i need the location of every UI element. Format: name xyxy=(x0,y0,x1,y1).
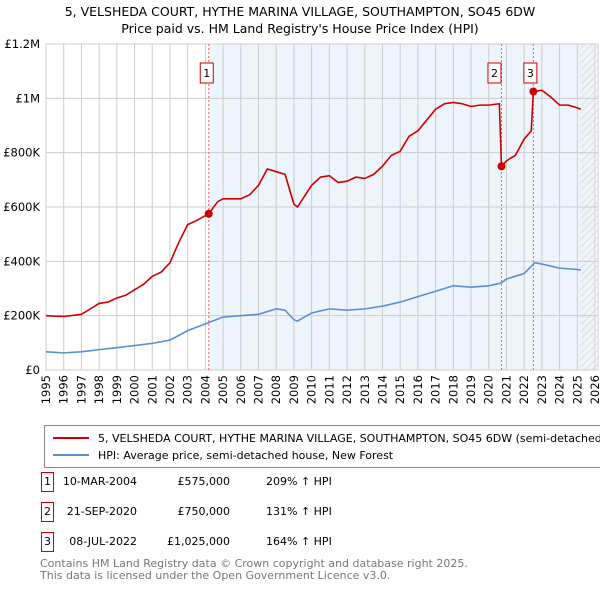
transaction-date: 21-SEP-2020 xyxy=(66,505,137,518)
chart-plot: 1995 1996 1997 1998 1999 2000 2001 2002 2003 2004… xyxy=(3,37,600,404)
x-tick-label: 2022 xyxy=(517,375,531,404)
x-tick-label: 2020 xyxy=(482,375,496,404)
chart-title: 5, VELSHEDA COURT, HYTHE MARINA VILLAGE,… xyxy=(64,4,536,19)
x-tick-label: 2026 xyxy=(588,375,600,404)
y-tick-label: £600K xyxy=(3,200,40,214)
x-tick-label: 2010 xyxy=(305,375,319,404)
transaction-price: £1,025,000 xyxy=(167,535,230,548)
x-tick-label: 2008 xyxy=(269,375,283,404)
y-tick-label: £200K xyxy=(3,309,40,323)
x-tick-label: 2006 xyxy=(234,375,248,404)
x-tick-label: 2012 xyxy=(340,375,354,404)
transaction-number: 1 xyxy=(41,472,54,492)
sale-label-number: 2 xyxy=(491,67,498,80)
x-tick-label: 2016 xyxy=(411,375,425,404)
x-tick-label: 2009 xyxy=(287,375,301,404)
x-tick-label: 2000 xyxy=(128,375,142,404)
x-tick-label: 2007 xyxy=(252,375,266,404)
sale-point xyxy=(204,209,213,218)
sale-label-number: 3 xyxy=(527,67,534,80)
transaction-hpi-change: 164% ↑ HPI xyxy=(266,535,332,548)
y-tick-label: £0 xyxy=(25,363,40,377)
transaction-hpi-change: 209% ↑ HPI xyxy=(266,475,332,488)
footer-line-2: This data is licensed under the Open Gov… xyxy=(40,569,391,582)
chart-subtitle: Price paid vs. HM Land Registry's House … xyxy=(121,21,479,36)
legend-swatch-hpi xyxy=(53,454,89,456)
footer: Contains HM Land Registry data © Crown c… xyxy=(40,558,468,582)
transaction-price: £575,000 xyxy=(177,475,231,488)
legend: 5, VELSHEDA COURT, HYTHE MARINA VILLAGE,… xyxy=(44,425,600,468)
x-tick-label: 1995 xyxy=(39,375,53,404)
transaction-date: 10-MAR-2004 xyxy=(62,475,137,488)
sale-label-box xyxy=(199,62,214,84)
x-tick-label: 2018 xyxy=(446,375,460,404)
x-tick-label: 2025 xyxy=(570,375,584,404)
x-tick-label: 2003 xyxy=(181,375,195,404)
sale-point xyxy=(529,87,538,96)
x-tick-label: 1998 xyxy=(92,375,106,404)
sale-label-box xyxy=(487,62,502,84)
x-tick-label: 1997 xyxy=(74,375,88,404)
transaction-row: 2 21-SEP-2020 £750,000 131% ↑ HPI xyxy=(41,502,371,522)
property-price-line xyxy=(45,89,582,318)
x-tick-label: 2021 xyxy=(499,375,513,404)
transaction-hpi-change: 131% ↑ HPI xyxy=(266,505,332,518)
x-tick-label: 2013 xyxy=(358,375,372,404)
y-tick-label: £400K xyxy=(3,254,40,268)
transaction-number: 3 xyxy=(41,532,54,552)
x-tick-label: 2024 xyxy=(553,375,567,404)
transaction-row: 1 10-MAR-2004 £575,000 209% ↑ HPI xyxy=(41,472,371,492)
transaction-number: 2 xyxy=(41,502,54,522)
legend-swatch-property xyxy=(53,437,89,439)
x-tick-label: 2005 xyxy=(216,375,230,404)
x-tick-label: 2014 xyxy=(375,375,389,404)
x-tick-label: 2015 xyxy=(393,375,407,404)
sale-label-box xyxy=(523,62,538,84)
footer-line-1: Contains HM Land Registry data © Crown c… xyxy=(40,557,468,570)
x-tick-label: 1996 xyxy=(57,375,71,404)
transaction-price: £750,000 xyxy=(177,505,231,518)
x-tick-label: 2011 xyxy=(322,375,336,404)
plot-border xyxy=(45,43,599,371)
sale-label-number: 1 xyxy=(203,67,210,80)
legend-label-hpi: HPI: Average price, semi-detached house,… xyxy=(98,448,394,462)
legend-item-property: 5, VELSHEDA COURT, HYTHE MARINA VILLAGE,… xyxy=(53,430,600,446)
x-tick-label: 2017 xyxy=(429,375,443,404)
x-tick-label: 2001 xyxy=(145,375,159,404)
legend-label-property: 5, VELSHEDA COURT, HYTHE MARINA VILLAGE,… xyxy=(98,431,600,445)
x-tick-label: 1999 xyxy=(110,375,124,404)
y-tick-label: £1M xyxy=(15,91,40,105)
legend-item-hpi: HPI: Average price, semi-detached house,… xyxy=(53,447,393,463)
transaction-date: 08-JUL-2022 xyxy=(69,535,137,548)
x-tick-label: 2023 xyxy=(535,375,549,404)
x-tick-label: 2002 xyxy=(163,375,177,404)
y-tick-label: £1.2M xyxy=(4,37,40,51)
y-tick-label: £800K xyxy=(3,146,40,160)
hpi-line xyxy=(45,261,581,354)
transaction-row: 3 08-JUL-2022 £1,025,000 164% ↑ HPI xyxy=(41,532,371,552)
x-tick-label: 2004 xyxy=(198,375,212,404)
x-tick-label: 2019 xyxy=(464,375,478,404)
sale-point xyxy=(497,162,506,171)
